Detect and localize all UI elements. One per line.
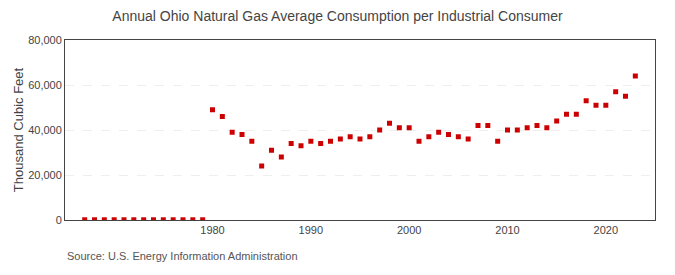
svg-text:2010: 2010 — [495, 224, 519, 236]
svg-text:40,000: 40,000 — [28, 124, 62, 136]
svg-text:2020: 2020 — [594, 224, 618, 236]
svg-text:80,000: 80,000 — [28, 34, 62, 46]
svg-text:60,000: 60,000 — [28, 79, 62, 91]
svg-text:0: 0 — [56, 214, 62, 226]
svg-text:Source: U.S. Energy Informatio: Source: U.S. Energy Information Administ… — [67, 250, 298, 262]
svg-text:2000: 2000 — [397, 224, 421, 236]
svg-text:Thousand Cubic Feet: Thousand Cubic Feet — [11, 67, 26, 192]
svg-text:20,000: 20,000 — [28, 169, 62, 181]
svg-text:Annual Ohio Natural Gas Averag: Annual Ohio Natural Gas Average Consumpt… — [112, 8, 563, 24]
svg-text:1990: 1990 — [299, 224, 323, 236]
svg-text:1980: 1980 — [200, 224, 224, 236]
